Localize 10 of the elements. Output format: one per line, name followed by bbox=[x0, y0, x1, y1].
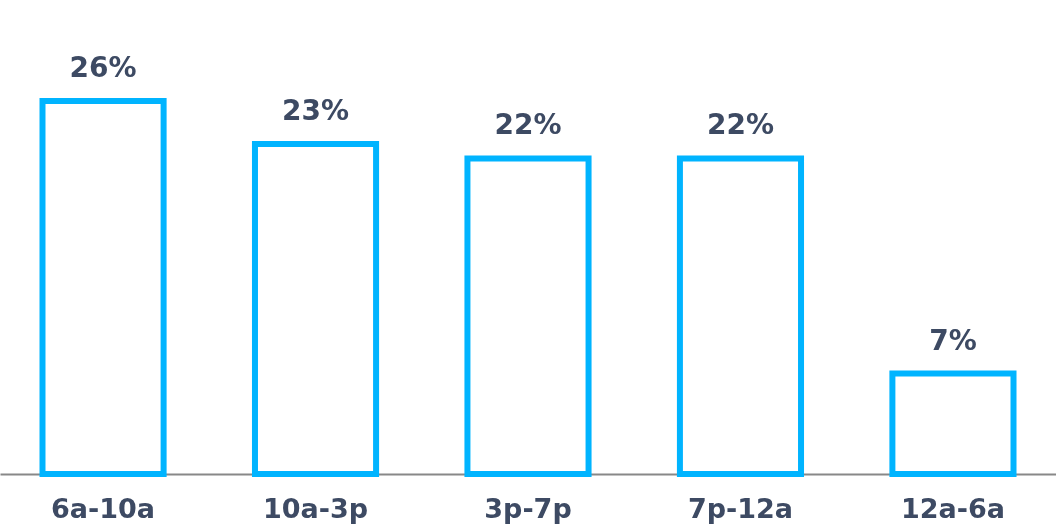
data-label: 23% bbox=[282, 94, 350, 128]
x-tick-label: 6a-10a bbox=[51, 492, 156, 524]
x-tick-label: 3p-7p bbox=[484, 492, 572, 524]
x-tick-label: 7p-12a bbox=[687, 492, 794, 524]
data-label: 26% bbox=[69, 51, 137, 84]
data-label: 22% bbox=[494, 108, 562, 142]
x-tick-label: 12a-6a bbox=[900, 492, 1005, 524]
data-label: 22% bbox=[706, 108, 774, 142]
data-label: 7% bbox=[929, 323, 977, 357]
x-tick-label: 10a-3p bbox=[262, 492, 369, 524]
